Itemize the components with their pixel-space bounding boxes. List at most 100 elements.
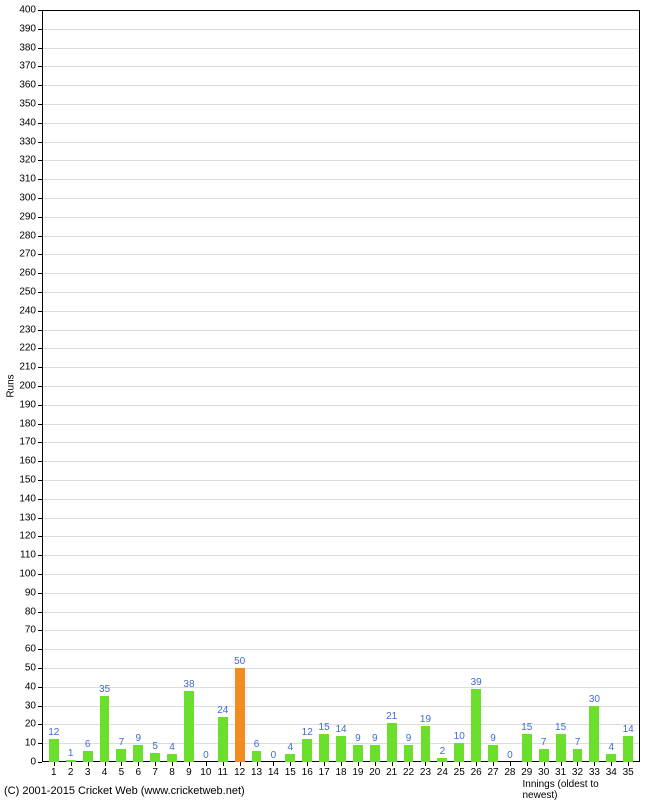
y-tick-mark [38,480,42,481]
bar [437,758,447,762]
y-tick-mark [38,123,42,124]
gridline [43,330,639,331]
bar [370,745,380,762]
gridline [43,198,639,199]
y-tick-mark [38,66,42,67]
bar [522,734,532,762]
bar-value-label: 12 [48,727,59,738]
y-tick-mark [38,48,42,49]
gridline [43,574,639,575]
x-tick-label: 2 [68,767,74,778]
y-axis-label: Runs [6,374,17,397]
bar-value-label: 6 [85,739,91,750]
y-tick-label: 90 [25,587,36,598]
x-tick-mark [358,762,359,766]
y-tick-label: 140 [19,493,36,504]
y-tick-mark [38,85,42,86]
x-tick-label: 24 [437,767,448,778]
y-tick-label: 270 [19,249,36,260]
y-tick-label: 0 [30,757,36,768]
y-tick-label: 250 [19,287,36,298]
gridline [43,273,639,274]
bar [285,754,295,762]
bar-value-label: 30 [589,694,600,705]
y-tick-mark [38,630,42,631]
y-tick-label: 340 [19,117,36,128]
y-tick-label: 370 [19,61,36,72]
y-tick-mark [38,442,42,443]
bar [66,760,76,762]
y-tick-mark [38,236,42,237]
y-tick-label: 390 [19,23,36,34]
y-tick-label: 180 [19,418,36,429]
x-tick-label: 26 [471,767,482,778]
bar-value-label: 4 [169,742,175,753]
bar-value-label: 9 [136,733,142,744]
gridline [43,66,639,67]
bar [556,734,566,762]
bar-value-label: 5 [152,741,158,752]
gridline [43,405,639,406]
bar-value-label: 14 [335,724,346,735]
x-tick-label: 11 [218,767,228,778]
bar [116,749,126,762]
x-tick-label: 22 [403,767,414,778]
chart-container: 0102030405060708090100110120130140150160… [0,0,650,800]
y-tick-label: 110 [20,550,36,561]
x-tick-mark [138,762,139,766]
x-tick-label: 7 [152,767,158,778]
y-tick-label: 80 [25,606,36,617]
bar-value-label: 0 [271,750,277,761]
bar [184,691,194,762]
gridline [43,254,639,255]
gridline [43,48,639,49]
bar [387,723,397,762]
bar [589,706,599,762]
bar-value-label: 39 [471,677,482,688]
gridline [43,706,639,707]
y-tick-label: 220 [19,343,36,354]
bar-value-label: 15 [521,722,532,733]
gridline [43,311,639,312]
bar-value-label: 1 [68,748,74,759]
bar-value-label: 15 [319,722,330,733]
y-tick-mark [38,142,42,143]
y-tick-label: 150 [19,475,36,486]
x-tick-mark [476,762,477,766]
bar [302,739,312,762]
y-tick-mark [38,10,42,11]
gridline [43,593,639,594]
x-tick-mark [71,762,72,766]
x-tick-label: 35 [623,767,634,778]
x-tick-mark [392,762,393,766]
gridline [43,142,639,143]
x-tick-mark [493,762,494,766]
gridline [43,461,639,462]
x-tick-label: 30 [538,767,549,778]
x-tick-mark [54,762,55,766]
y-tick-mark [38,706,42,707]
gridline [43,668,639,669]
x-tick-mark [206,762,207,766]
x-tick-mark [172,762,173,766]
gridline [43,612,639,613]
y-tick-mark [38,724,42,725]
gridline [43,160,639,161]
bar-value-label: 9 [490,733,496,744]
y-tick-label: 350 [19,99,36,110]
x-tick-mark [425,762,426,766]
x-tick-label: 6 [136,767,142,778]
y-tick-label: 360 [19,80,36,91]
y-tick-mark [38,104,42,105]
gridline [43,123,639,124]
y-tick-label: 170 [19,437,36,448]
gridline [43,536,639,537]
x-tick-label: 16 [302,767,313,778]
x-tick-label: 28 [504,767,515,778]
bar-value-label: 4 [288,742,294,753]
y-tick-label: 240 [19,305,36,316]
gridline [43,292,639,293]
bar-value-label: 15 [555,722,566,733]
y-tick-mark [38,348,42,349]
y-tick-label: 10 [25,738,36,749]
